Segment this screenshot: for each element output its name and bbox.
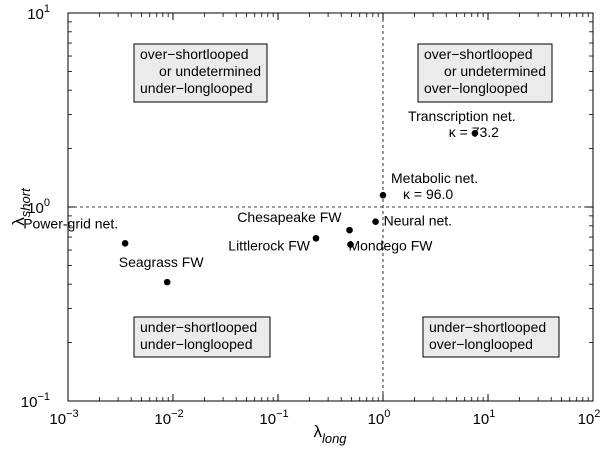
annotation-box-top-right bbox=[417, 43, 553, 103]
annotation-line: or undetermined bbox=[159, 63, 261, 79]
data-point bbox=[471, 129, 479, 137]
annotation-box-bottom-right bbox=[422, 316, 560, 358]
data-label: Mondego FW bbox=[348, 238, 433, 254]
y-axis-label: λshort bbox=[9, 187, 33, 226]
data-points: Power-grid net. Seagrass FW Littlerock FW C… bbox=[23, 108, 516, 286]
data-point bbox=[347, 241, 354, 248]
annotation-line: over−longlooped bbox=[424, 80, 528, 96]
x-tick-label: 10−3 bbox=[49, 408, 78, 428]
annotation-line: under−longlooped bbox=[140, 80, 253, 96]
data-label: Neural net. bbox=[384, 213, 452, 229]
x-axis-label: λlong bbox=[313, 422, 347, 446]
reference-lines bbox=[68, 13, 593, 401]
annotation-line: over−longlooped bbox=[429, 336, 533, 352]
y-tick-label: 101 bbox=[27, 3, 50, 23]
data-label: Power-grid net. bbox=[23, 215, 118, 231]
x-tick-label: 10−2 bbox=[154, 408, 183, 428]
annotation-line: over−shortlooped bbox=[140, 46, 249, 62]
y-tick-label: 10−1 bbox=[21, 391, 50, 411]
annotation-line: over−shortlooped bbox=[424, 46, 533, 62]
data-label: Transcription net. κ = 73.2 bbox=[408, 108, 516, 140]
data-point bbox=[372, 218, 379, 225]
annotation-line: or undetermined bbox=[444, 63, 546, 79]
data-label: Chesapeake FW bbox=[237, 209, 342, 225]
data-point bbox=[346, 226, 353, 234]
y-tick-label: 100 bbox=[27, 197, 50, 217]
data-point bbox=[121, 239, 129, 247]
x-tick-label: 100 bbox=[368, 408, 391, 428]
data-point bbox=[163, 278, 171, 286]
data-label: Metabolic net. κ = 96.0 bbox=[391, 170, 478, 202]
data-label: Littlerock FW bbox=[228, 237, 310, 253]
x-tick-label: 101 bbox=[473, 408, 496, 428]
x-tick-label: 10−1 bbox=[259, 408, 288, 428]
data-label: Seagrass FW bbox=[119, 254, 205, 270]
annotation-box-bottom-left bbox=[133, 316, 271, 358]
data-point bbox=[379, 191, 387, 199]
annotation-line: under−longlooped bbox=[140, 336, 253, 352]
axis-ticks: 10−3 10−2 10−1 100 101 102 10−1 100 101 bbox=[21, 3, 601, 428]
annotation-line: under−shortlooped bbox=[429, 319, 546, 335]
data-point bbox=[312, 234, 320, 242]
annotation-box-top-left bbox=[133, 43, 268, 103]
x-tick-label: 102 bbox=[578, 408, 601, 428]
annotation-line: under−shortlooped bbox=[140, 319, 257, 335]
